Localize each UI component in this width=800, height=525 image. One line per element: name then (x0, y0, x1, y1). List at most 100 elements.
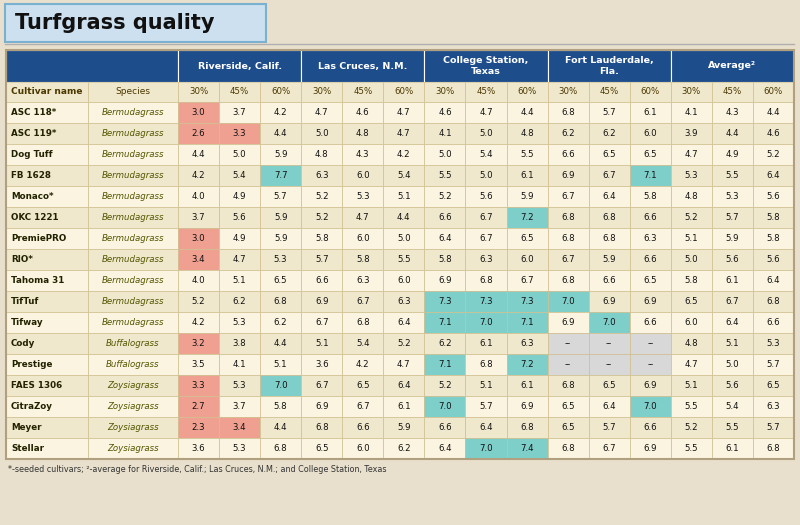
Text: 6.2: 6.2 (397, 444, 410, 453)
Bar (466, 228, 506, 249)
Bar (506, 228, 547, 249)
Bar (589, 438, 630, 459)
Text: 5.6: 5.6 (726, 255, 739, 264)
Bar (712, 438, 753, 459)
Bar (424, 438, 466, 459)
Text: 5.8: 5.8 (274, 402, 287, 411)
Bar (424, 186, 466, 207)
Text: 5.5: 5.5 (397, 255, 410, 264)
Bar (506, 291, 547, 312)
Bar (753, 312, 794, 333)
Bar (424, 417, 466, 438)
Text: 5.2: 5.2 (438, 381, 452, 390)
Bar (88, 186, 178, 207)
Bar (466, 207, 506, 228)
Bar (383, 312, 424, 333)
Text: 5.0: 5.0 (479, 129, 493, 138)
Text: 6.7: 6.7 (562, 192, 575, 201)
Bar (219, 165, 260, 186)
Text: 5.5: 5.5 (685, 444, 698, 453)
Text: 5.3: 5.3 (685, 171, 698, 180)
Bar (712, 228, 753, 249)
Text: Riverside, Calif.: Riverside, Calif. (198, 61, 282, 70)
Text: 6.8: 6.8 (766, 297, 780, 306)
Text: 5.6: 5.6 (766, 255, 780, 264)
Bar (466, 123, 506, 144)
Bar (342, 333, 383, 354)
Bar (219, 249, 260, 270)
Bar (88, 417, 178, 438)
Text: 5.1: 5.1 (479, 381, 493, 390)
Text: 6.2: 6.2 (562, 129, 575, 138)
Bar (424, 123, 466, 144)
Bar (219, 438, 260, 459)
Text: 6.9: 6.9 (315, 297, 329, 306)
Bar (466, 249, 506, 270)
Text: 4.2: 4.2 (192, 318, 206, 327)
Bar (383, 291, 424, 312)
Text: Tahoma 31: Tahoma 31 (11, 276, 64, 285)
Text: 6.0: 6.0 (356, 444, 370, 453)
Text: 6.3: 6.3 (315, 171, 329, 180)
Bar (301, 207, 342, 228)
Text: 2.7: 2.7 (192, 402, 206, 411)
Text: 4.8: 4.8 (315, 150, 329, 159)
Bar (260, 165, 301, 186)
Text: 5.6: 5.6 (726, 381, 739, 390)
Bar (547, 333, 589, 354)
Bar (753, 123, 794, 144)
Bar (301, 270, 342, 291)
Text: 6.0: 6.0 (643, 129, 657, 138)
Bar (178, 82, 219, 102)
Text: 5.0: 5.0 (397, 234, 410, 243)
Text: 4.9: 4.9 (233, 192, 246, 201)
Bar (219, 291, 260, 312)
Text: 6.6: 6.6 (438, 423, 452, 432)
Bar (301, 249, 342, 270)
Text: 4.8: 4.8 (685, 339, 698, 348)
Bar (712, 165, 753, 186)
Text: Cultivar name: Cultivar name (11, 88, 82, 97)
Text: 6.7: 6.7 (315, 381, 329, 390)
Bar (6, 354, 88, 375)
Text: Fort Lauderdale,
Fla.: Fort Lauderdale, Fla. (565, 56, 654, 76)
Text: 3.9: 3.9 (685, 129, 698, 138)
Text: 5.7: 5.7 (315, 255, 329, 264)
Text: OKC 1221: OKC 1221 (11, 213, 58, 222)
Bar (630, 165, 671, 186)
Bar (630, 438, 671, 459)
Text: 7.0: 7.0 (274, 381, 287, 390)
Bar (424, 396, 466, 417)
Bar (589, 417, 630, 438)
Text: 60%: 60% (271, 88, 290, 97)
Text: 6.8: 6.8 (562, 444, 575, 453)
Text: 6.8: 6.8 (562, 234, 575, 243)
Text: 5.9: 5.9 (726, 234, 739, 243)
Bar (466, 438, 506, 459)
Text: 5.8: 5.8 (643, 192, 657, 201)
Bar (424, 144, 466, 165)
Bar (589, 375, 630, 396)
Bar (671, 50, 794, 82)
Bar (589, 291, 630, 312)
Bar (671, 312, 712, 333)
Text: 6.3: 6.3 (397, 297, 410, 306)
Text: Tifway: Tifway (11, 318, 44, 327)
Text: 6.5: 6.5 (602, 381, 616, 390)
Bar (88, 82, 178, 102)
Text: 6.0: 6.0 (356, 171, 370, 180)
Text: TifTuf: TifTuf (11, 297, 39, 306)
Text: 6.8: 6.8 (766, 444, 780, 453)
Bar (547, 396, 589, 417)
Bar (383, 228, 424, 249)
Text: 6.8: 6.8 (602, 234, 616, 243)
Bar (219, 417, 260, 438)
Text: CitraZoy: CitraZoy (11, 402, 53, 411)
Text: Bermudagrass: Bermudagrass (102, 234, 164, 243)
Bar (301, 438, 342, 459)
Text: 4.7: 4.7 (233, 255, 246, 264)
Bar (6, 228, 88, 249)
Bar (547, 82, 589, 102)
Text: 3.7: 3.7 (233, 402, 246, 411)
Bar (753, 291, 794, 312)
